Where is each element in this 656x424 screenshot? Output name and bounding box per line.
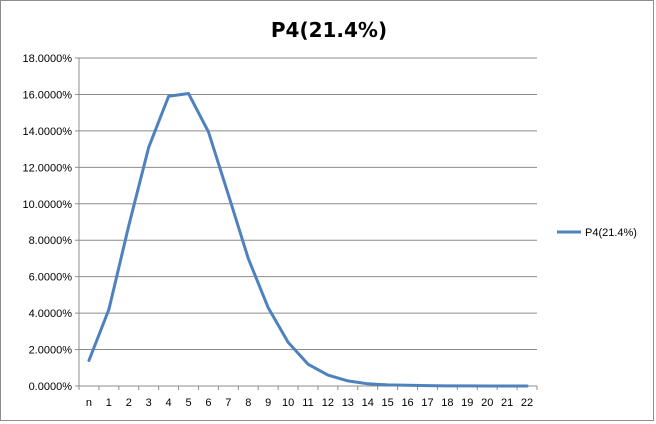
chart-title: P4(21.4%) — [271, 18, 387, 42]
x-tick-label: 15 — [382, 397, 394, 409]
x-tick-label: 22 — [521, 397, 533, 409]
legend: P4(21.4%) — [557, 227, 637, 239]
y-tick-label: 14.0000% — [22, 126, 72, 138]
x-tick-label: 17 — [421, 397, 433, 409]
x-tick-label: 13 — [342, 397, 354, 409]
x-tick-label: 1 — [106, 397, 112, 409]
y-tick-label: 2.0000% — [29, 345, 73, 357]
x-tick-label: 11 — [302, 397, 313, 409]
x-tick-label: 21 — [501, 397, 513, 409]
x-tick-label: 18 — [441, 397, 453, 409]
x-tick-label: 8 — [245, 397, 251, 409]
y-tick-label: 10.0000% — [22, 199, 72, 211]
x-tick-label: 14 — [362, 397, 374, 409]
y-tick-label: 4.0000% — [29, 308, 73, 320]
y-tick-label: 16.0000% — [22, 89, 72, 101]
y-tick-label: 6.0000% — [29, 272, 73, 284]
y-axis: 0.0000% 2.0000% 4.0000% 6.0000% 8.0000% 10.00… — [22, 53, 79, 393]
x-tick-label: 20 — [481, 397, 493, 409]
y-tick-label: 18.0000% — [22, 53, 72, 65]
x-tick-label: 12 — [322, 397, 334, 409]
legend-label: P4(21.4%) — [585, 227, 637, 239]
x-tick-label: 2 — [126, 397, 132, 409]
gridlines — [79, 58, 537, 350]
x-tick-label: 6 — [205, 397, 211, 409]
x-tick-label: n — [86, 397, 92, 409]
x-tick-label: 19 — [461, 397, 473, 409]
x-tick-label: 16 — [401, 397, 413, 409]
x-tick-label: 7 — [225, 397, 231, 409]
x-tick-label: 10 — [282, 397, 294, 409]
x-tick-label: 5 — [185, 397, 191, 409]
x-tick-label: 4 — [166, 397, 172, 409]
y-tick-label: 0.0000% — [29, 381, 73, 393]
y-tick-label: 12.0000% — [22, 162, 72, 174]
x-tick-label: 3 — [146, 397, 152, 409]
y-tick-label: 8.0000% — [29, 235, 73, 247]
x-tick-label: 9 — [265, 397, 271, 409]
